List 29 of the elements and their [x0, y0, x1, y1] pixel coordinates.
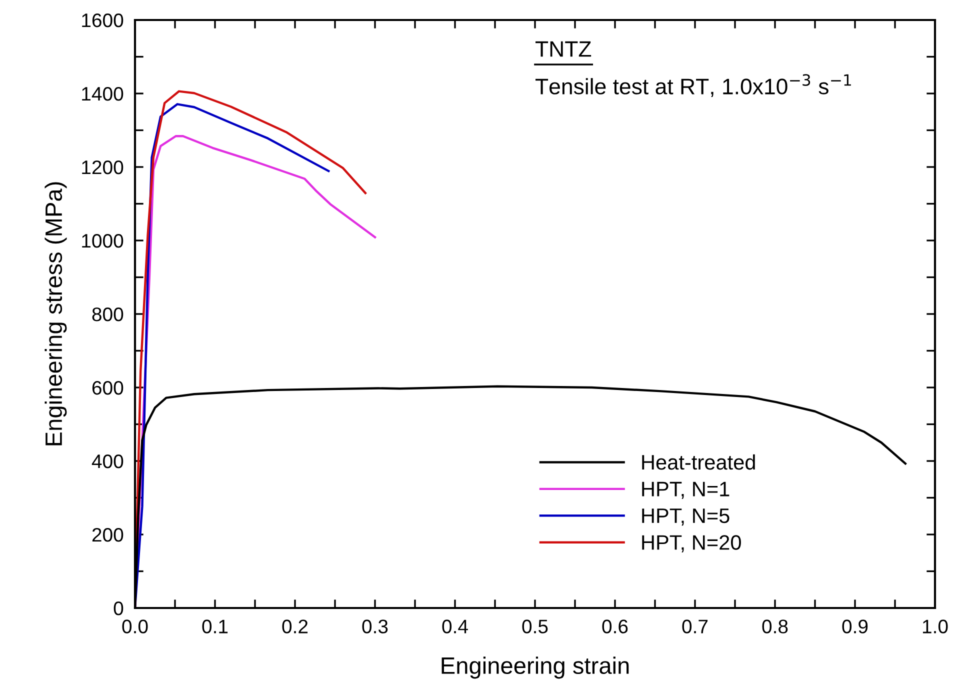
- x-tick-label: 1.0: [922, 620, 948, 634]
- line-series: [135, 103, 330, 608]
- legend-label: HPT, N=20: [642, 535, 741, 552]
- y-tick-label: 1600: [82, 13, 124, 28]
- x-tick-label: 0.6: [602, 620, 628, 634]
- y-tick-label: 1000: [82, 234, 124, 248]
- y-tick-label: 1400: [82, 86, 124, 101]
- y-tick-label: 400: [92, 454, 124, 468]
- legend-label: HPT, N=5: [642, 508, 730, 526]
- x-tick-label: 0.7: [682, 620, 708, 634]
- x-axis-title: Engineering strain: [442, 656, 629, 679]
- x-tick-label: 0.0: [122, 620, 148, 634]
- x-tick-label: 0.2: [282, 620, 308, 634]
- x-tick-label: 0.8: [762, 620, 788, 634]
- x-tick-label: 0.1: [202, 620, 228, 634]
- y-axis-title: Engineering stress (MPa): [44, 182, 67, 446]
- y-tick-label: 1200: [82, 160, 124, 174]
- annotation: TNTZ: [536, 41, 592, 57]
- y-tick-label: 800: [92, 307, 124, 322]
- x-tick-label: 0.4: [442, 620, 468, 634]
- y-tick-label: 200: [92, 528, 124, 542]
- x-tick-label: 0.5: [522, 620, 548, 634]
- y-tick-label: 600: [92, 380, 124, 395]
- x-tick-label: 0.3: [362, 620, 388, 634]
- legend-label: Heat-treated: [642, 454, 755, 470]
- x-tick-label: 0.9: [842, 620, 868, 634]
- y-tick-label: 0: [114, 601, 124, 616]
- legend-label: HPT, N=1: [642, 482, 730, 499]
- annotation: Tensile test at RT, 1.0x10$^{−3}$ s$^{−1}$: [536, 74, 851, 98]
